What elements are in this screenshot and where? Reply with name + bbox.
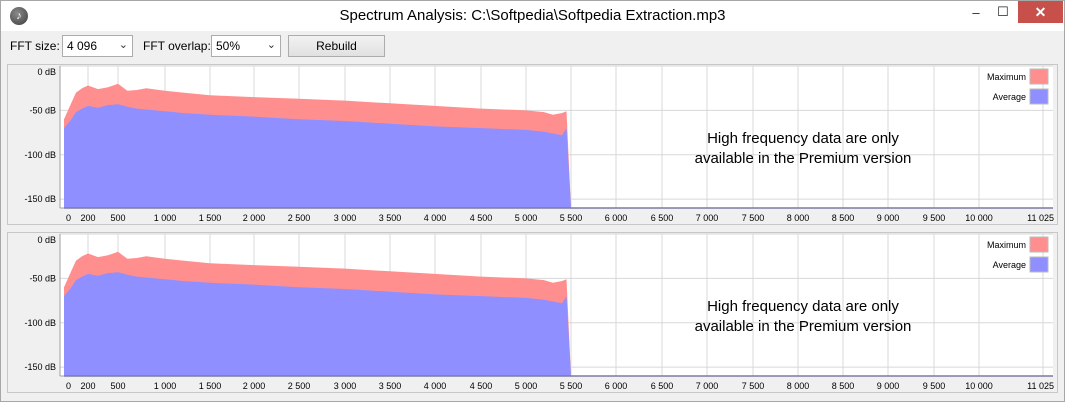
- x-tick-label: 1 500: [199, 213, 222, 223]
- x-tick-label: 7 000: [696, 213, 719, 223]
- x-tick-label: 10 000: [965, 213, 993, 223]
- legend-swatch: [1029, 236, 1049, 253]
- legend-label: Average: [993, 92, 1026, 102]
- fft-size-value: 4 096: [67, 39, 98, 53]
- legend-swatch: [1029, 256, 1049, 273]
- x-tick-label: 6 500: [651, 381, 674, 391]
- x-tick-label: 6 500: [651, 213, 674, 223]
- premium-note-line1: High frequency data are only: [707, 298, 899, 315]
- fft-size-label: FFT size:: [10, 39, 60, 53]
- x-tick-label: 4 500: [470, 213, 493, 223]
- x-tick-label: 7 000: [696, 381, 719, 391]
- spectrum-panel-top: 0 dB -50 dB -100 dB -150 dB 0 200 500 1 000 1 50…: [7, 64, 1058, 225]
- y-tick-label: 0 dB: [37, 67, 56, 77]
- legend-label: Maximum: [987, 72, 1026, 82]
- x-tick-label: 9 000: [877, 213, 900, 223]
- y-tick-label: -100 dB: [24, 150, 56, 160]
- chevron-down-icon: ⌄: [118, 39, 128, 51]
- y-tick-label: -50 dB: [29, 105, 56, 115]
- x-tick-label: 9 500: [923, 213, 946, 223]
- x-tick-label: 200: [80, 213, 95, 223]
- y-tick-label: -100 dB: [24, 318, 56, 328]
- x-tick-label: 2 000: [243, 213, 266, 223]
- series-area-average: [64, 104, 571, 208]
- x-tick-label: 0: [66, 213, 71, 223]
- toolbar: FFT size: 4 096 ⌄ FFT overlap: 50% ⌄ Reb…: [1, 31, 1064, 61]
- x-tick-label: 4 000: [424, 381, 447, 391]
- x-tick-label: 9 500: [923, 381, 946, 391]
- x-tick-label: 8 500: [832, 381, 855, 391]
- x-tick-label: 4 000: [424, 213, 447, 223]
- x-tick-label: 5 500: [560, 213, 583, 223]
- premium-note-line2: available in the Premium version: [694, 318, 912, 335]
- title-bar[interactable]: ♪ Spectrum Analysis: C:\Softpedia\Softpe…: [1, 1, 1064, 31]
- x-tick-label: 4 500: [470, 381, 493, 391]
- y-tick-label: -150 dB: [24, 362, 56, 372]
- x-tick-label: 2 500: [288, 213, 311, 223]
- window-title: Spectrum Analysis: C:\Softpedia\Softpedi…: [339, 7, 726, 24]
- app-icon[interactable]: ♪: [10, 7, 28, 25]
- legend-label: Maximum: [987, 240, 1026, 250]
- fft-size-select[interactable]: 4 096 ⌄: [62, 35, 133, 57]
- spectrum-panel-bottom: 0 dB -50 dB -100 dB -150 dB 0 200 500 1 000 1 50…: [7, 232, 1058, 393]
- spectrum-chart-top: 0 dB -50 dB -100 dB -150 dB 0 200 500 1 000 1 50…: [24, 65, 1054, 223]
- x-tick-label: 11 025: [1027, 213, 1054, 223]
- legend-swatch: [1029, 88, 1049, 105]
- x-tick-label: 500: [110, 213, 125, 223]
- series-area-average: [64, 272, 571, 376]
- x-tick-label: 9 000: [877, 381, 900, 391]
- x-tick-label: 8 000: [787, 213, 810, 223]
- x-tick-label: 3 000: [334, 381, 357, 391]
- x-tick-label: 0: [66, 381, 71, 391]
- x-tick-label: 6 000: [605, 381, 628, 391]
- x-tick-label: 5 500: [560, 381, 583, 391]
- close-button[interactable]: ✕: [1018, 1, 1063, 23]
- x-tick-label: 8 000: [787, 381, 810, 391]
- fft-overlap-select[interactable]: 50% ⌄: [211, 35, 281, 57]
- x-tick-label: 3 000: [334, 213, 357, 223]
- x-tick-label: 200: [80, 381, 95, 391]
- legend-label: Average: [993, 260, 1026, 270]
- minimize-button[interactable]: –: [972, 4, 980, 20]
- fft-overlap-value: 50%: [216, 39, 241, 53]
- x-tick-label: 10 000: [965, 381, 993, 391]
- x-tick-label: 1 000: [154, 381, 177, 391]
- rebuild-button[interactable]: Rebuild: [288, 35, 385, 57]
- premium-note-top: High frequency data are only available i…: [668, 129, 938, 169]
- x-tick-label: 3 500: [379, 381, 402, 391]
- x-tick-label: 7 500: [742, 213, 765, 223]
- premium-note-line1: High frequency data are only: [707, 130, 899, 147]
- spectrum-chart-bottom: 0 dB -50 dB -100 dB -150 dB 0 200 500 1 000 1 50…: [24, 233, 1054, 391]
- x-tick-label: 5 000: [515, 213, 538, 223]
- chevron-down-icon: ⌄: [266, 39, 276, 51]
- x-tick-label: 8 500: [832, 213, 855, 223]
- x-tick-label: 3 500: [379, 213, 402, 223]
- x-tick-label: 5 000: [515, 381, 538, 391]
- y-tick-label: -50 dB: [29, 273, 56, 283]
- y-tick-label: 0 dB: [37, 235, 56, 245]
- y-tick-label: -150 dB: [24, 194, 56, 204]
- x-tick-label: 7 500: [742, 381, 765, 391]
- x-tick-label: 500: [110, 381, 125, 391]
- x-tick-label: 1 500: [199, 381, 222, 391]
- x-tick-label: 1 000: [154, 213, 177, 223]
- x-tick-label: 2 000: [243, 381, 266, 391]
- maximize-button[interactable]: ☐: [997, 4, 1009, 19]
- fft-overlap-label: FFT overlap:: [143, 39, 211, 53]
- x-tick-label: 11 025: [1027, 381, 1054, 391]
- x-tick-label: 2 500: [288, 381, 311, 391]
- x-tick-label: 6 000: [605, 213, 628, 223]
- premium-note-bottom: High frequency data are only available i…: [668, 297, 938, 337]
- legend-swatch: [1029, 68, 1049, 85]
- premium-note-line2: available in the Premium version: [694, 150, 912, 167]
